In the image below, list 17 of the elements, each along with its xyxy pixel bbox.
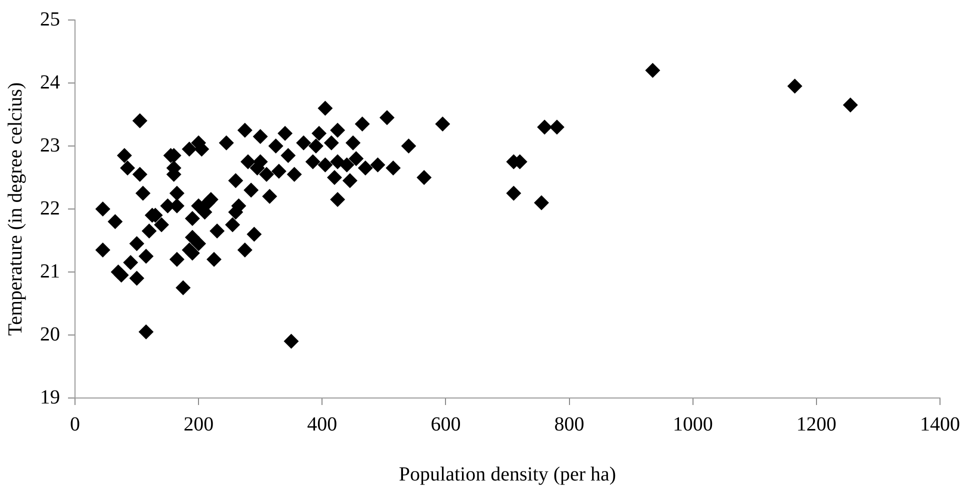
- x-tick-label: 1200: [796, 413, 836, 436]
- y-axis-title: Temperature (in degree celcius): [4, 82, 26, 336]
- x-tick-label: 1400: [920, 413, 960, 436]
- y-tick-label: 19: [40, 386, 60, 408]
- y-tick-label: 22: [40, 197, 60, 220]
- y-tick-label: 21: [40, 260, 60, 282]
- x-tick-label: 0: [70, 413, 80, 436]
- x-tick-label: 800: [554, 413, 584, 436]
- x-tick-label: 200: [184, 413, 214, 436]
- x-tick-label: 400: [307, 413, 338, 436]
- x-tick-label: 600: [430, 413, 461, 436]
- y-tick-label: 23: [40, 134, 60, 156]
- x-tick-label: 1000: [672, 413, 713, 436]
- y-tick-label: 25: [40, 8, 60, 30]
- y-tick-label: 20: [40, 323, 60, 346]
- x-axis-title: Population density (per ha): [398, 463, 616, 486]
- y-tick-label: 24: [40, 71, 60, 94]
